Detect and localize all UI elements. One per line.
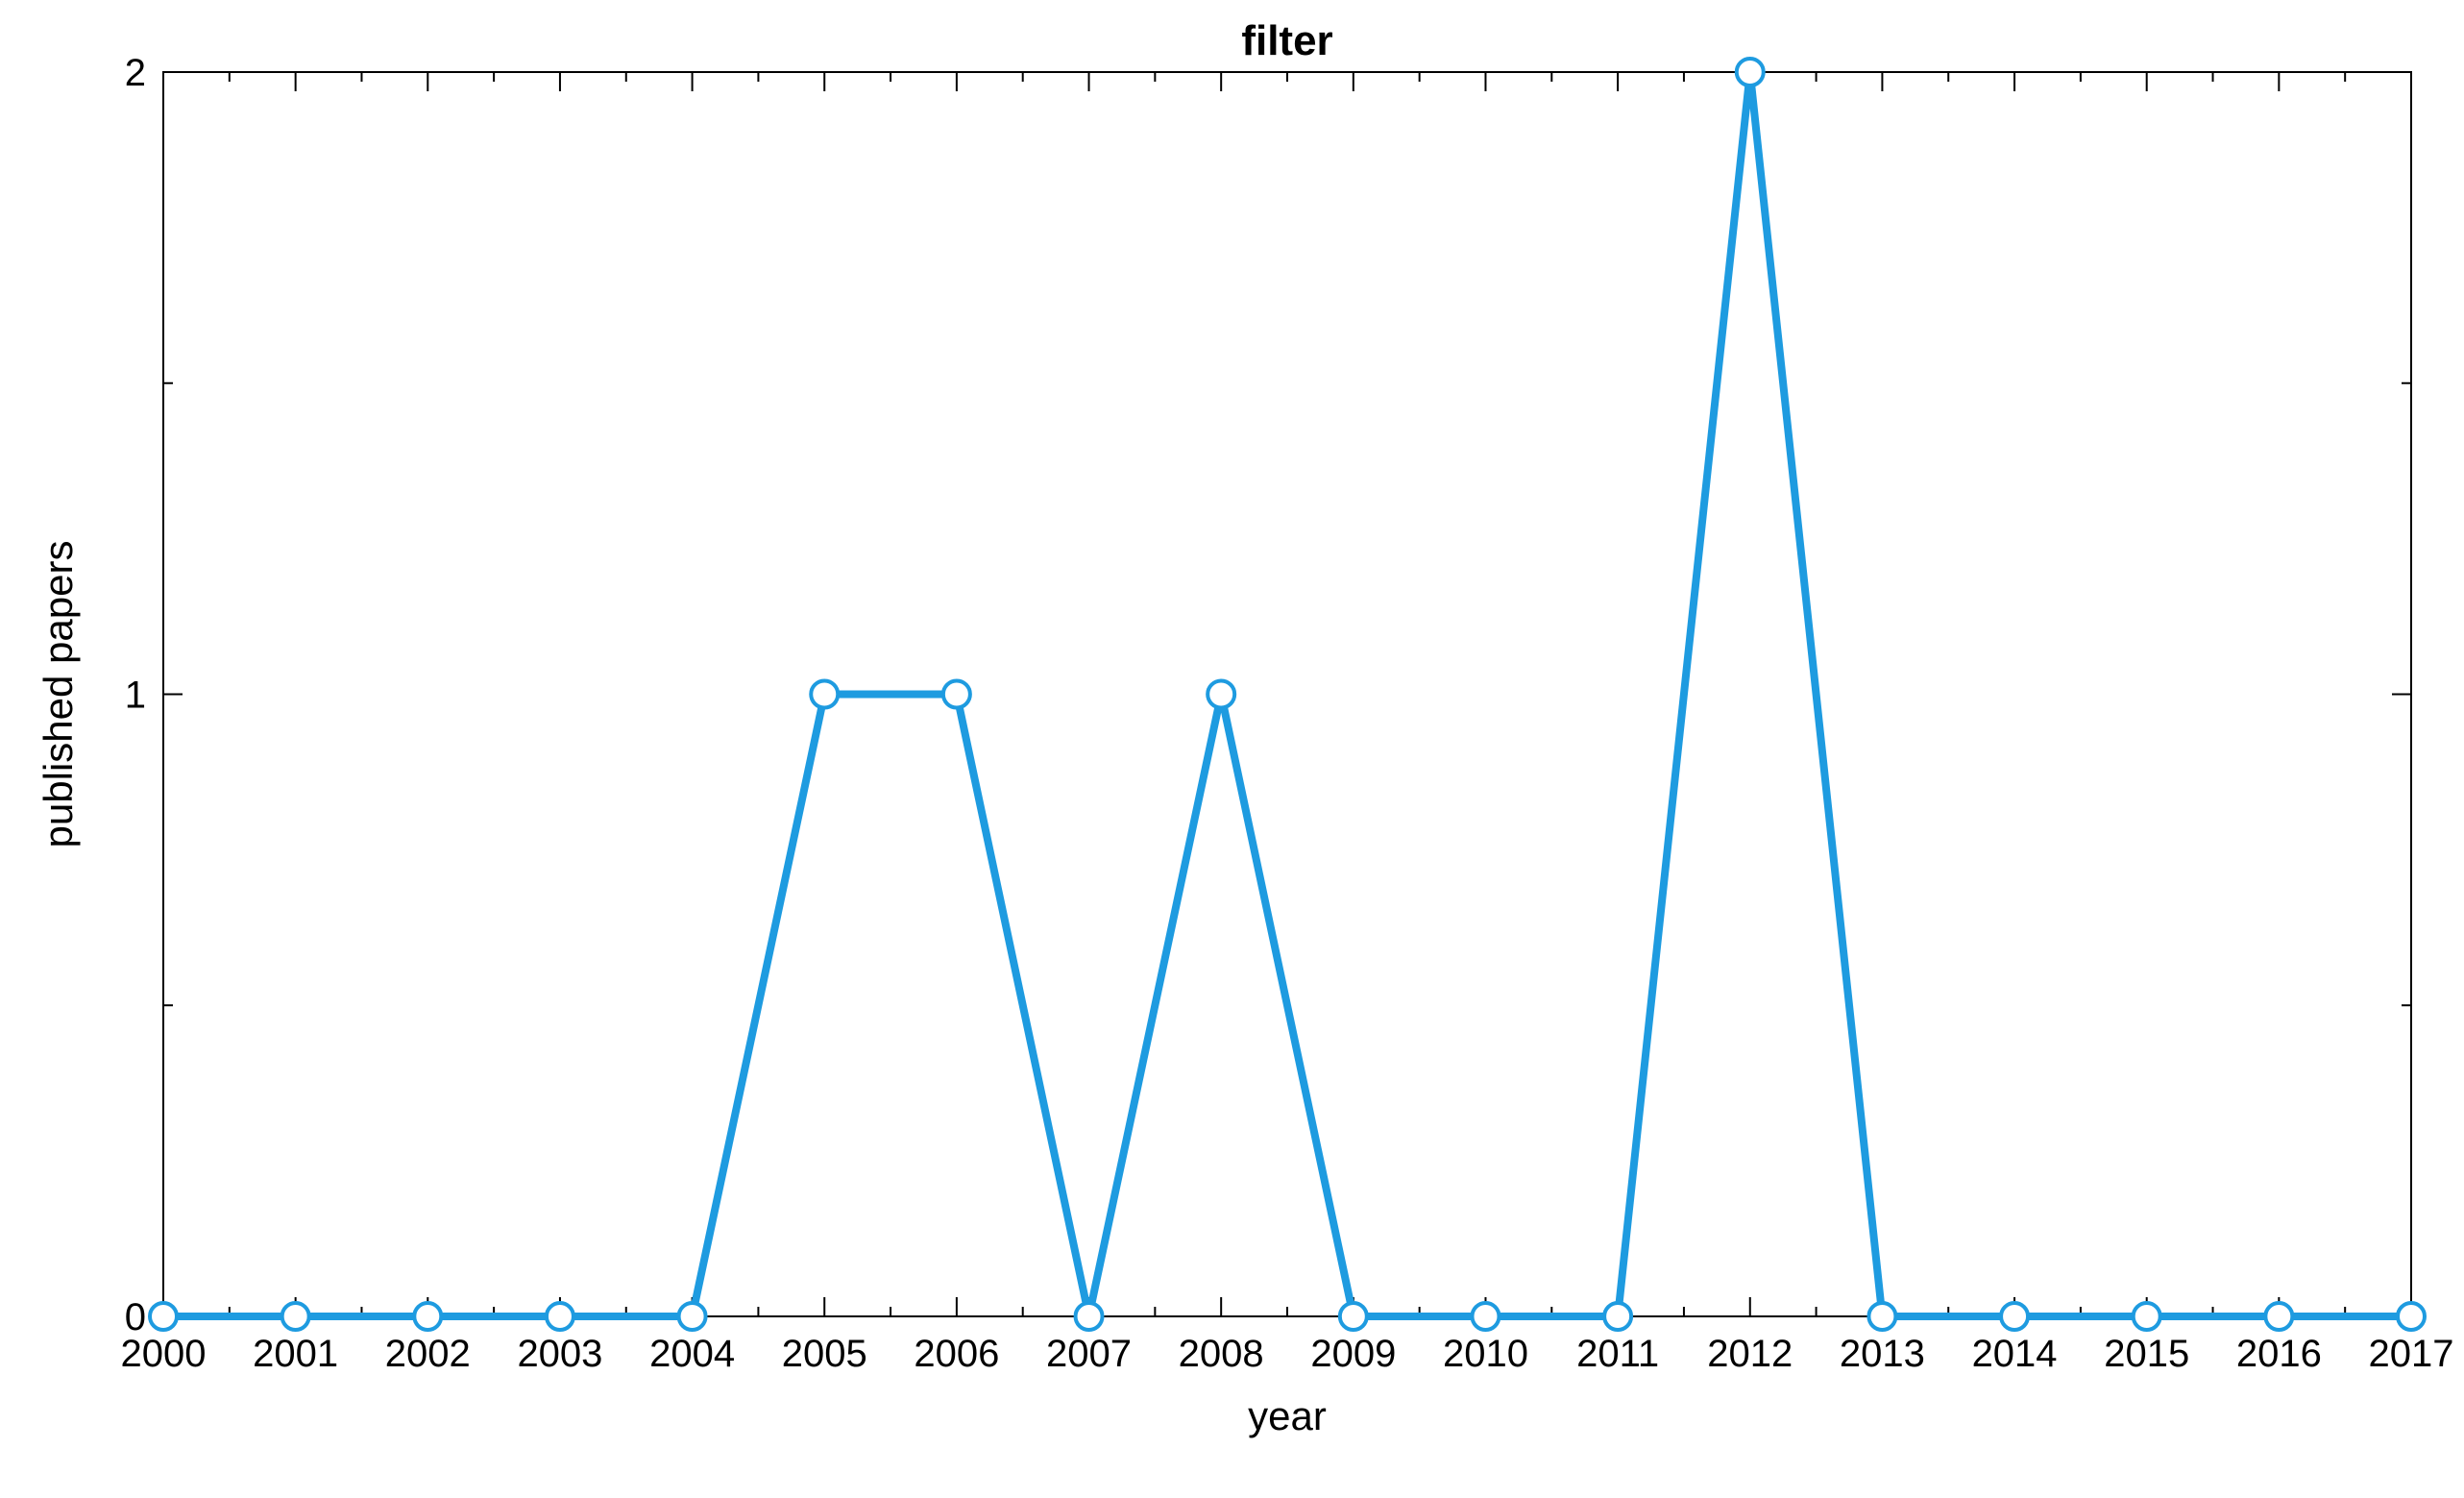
y-tick-label: 2 — [125, 52, 146, 94]
data-marker — [1604, 1303, 1631, 1330]
data-marker — [2001, 1303, 2028, 1330]
x-tick-label: 2002 — [385, 1333, 471, 1375]
data-marker — [150, 1303, 177, 1330]
data-marker — [1340, 1303, 1367, 1330]
x-tick-label: 2000 — [121, 1333, 207, 1375]
chart-container: 2000 2001 2002 2003 2004 2005 2006 2007 2008 2009… — [0, 0, 2464, 1498]
x-axis-label: year — [1248, 1393, 1327, 1438]
data-marker — [2134, 1303, 2160, 1330]
x-tick-label: 2003 — [517, 1333, 602, 1375]
y-axis-label: published papers — [36, 541, 81, 848]
data-marker — [414, 1303, 441, 1330]
data-marker — [282, 1303, 309, 1330]
x-tick-label: 2009 — [1310, 1333, 1396, 1375]
x-tick-label: 2004 — [649, 1333, 735, 1375]
data-marker — [2398, 1303, 2425, 1330]
chart-title: filter — [1241, 17, 1332, 64]
data-marker — [943, 681, 970, 708]
x-tick-label: 2016 — [2236, 1333, 2322, 1375]
data-marker — [2265, 1303, 2292, 1330]
y-tick-label: 0 — [125, 1296, 146, 1338]
data-marker — [679, 1303, 706, 1330]
x-tick-label: 2011 — [1576, 1333, 1659, 1375]
x-tick-label: 2008 — [1179, 1333, 1264, 1375]
x-tick-label: 2006 — [914, 1333, 999, 1375]
x-tick-label: 2010 — [1443, 1333, 1528, 1375]
x-tick-label: 2014 — [1972, 1333, 2058, 1375]
data-marker — [1076, 1303, 1103, 1330]
x-tick-label: 2005 — [782, 1333, 867, 1375]
x-tick-label: 2015 — [2104, 1333, 2189, 1375]
x-tick-label: 2001 — [253, 1333, 338, 1375]
x-tick-label: 2013 — [1840, 1333, 1925, 1375]
y-tick-label: 1 — [125, 675, 146, 717]
data-marker — [1472, 1303, 1499, 1330]
data-marker — [547, 1303, 573, 1330]
data-marker — [811, 681, 838, 708]
x-tick-label: 2017 — [2369, 1333, 2454, 1375]
x-tick-label: 2007 — [1046, 1333, 1132, 1375]
data-marker — [1737, 59, 1764, 86]
line-chart: 2000 2001 2002 2003 2004 2005 2006 2007 2008 2009… — [0, 0, 2464, 1498]
data-marker — [1868, 1303, 1895, 1330]
x-tick-label: 2012 — [1707, 1333, 1793, 1375]
data-marker — [1208, 681, 1234, 708]
